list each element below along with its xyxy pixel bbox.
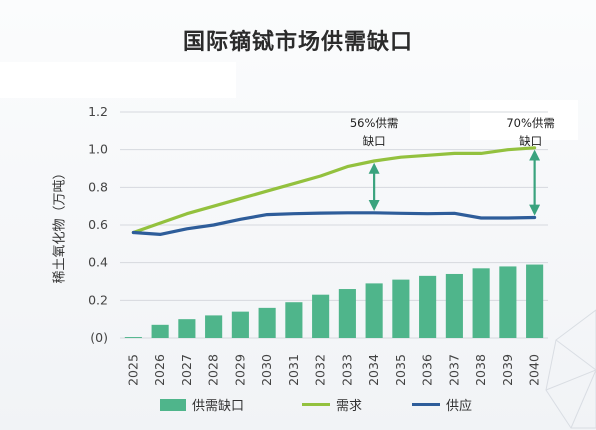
- annotation-line2: 缺口: [363, 134, 386, 148]
- legend-swatch-demand: [302, 403, 330, 406]
- x-tick-label: 2037: [446, 354, 461, 386]
- x-tick-label: 2036: [420, 354, 435, 386]
- line-supply: [131, 211, 537, 236]
- x-tick-label: 2031: [286, 354, 301, 386]
- background-decoration: [545, 309, 596, 429]
- y-tick-label: 0.6: [88, 217, 108, 232]
- x-tick-label: 2030: [259, 354, 274, 386]
- x-tick-label: 2025: [125, 354, 140, 386]
- y-tick-label: 1.0: [88, 142, 108, 157]
- y-tick-label: 0.4: [88, 255, 108, 270]
- legend-swatch-supply: [412, 403, 440, 406]
- annotation-line1: 56%供需: [350, 116, 399, 130]
- bar-gap: [151, 324, 169, 338]
- bar-gap: [445, 273, 463, 338]
- x-tick-label: 2034: [366, 354, 381, 386]
- bar-gap: [178, 319, 196, 338]
- legend-item-gap: 供需缺口: [160, 395, 244, 414]
- legend-label-supply: 供应: [446, 399, 473, 414]
- line-demand: [131, 146, 537, 235]
- y-tick-label: 0.8: [88, 179, 108, 194]
- bar-gap: [526, 264, 544, 338]
- blank-box-left: [0, 62, 236, 98]
- legend-item-supply: 供应: [412, 395, 472, 414]
- x-tick-label: 2040: [527, 354, 542, 386]
- blank-box-right: [470, 100, 578, 140]
- legend-swatch-gap: [160, 398, 186, 411]
- legend-label-demand: 需求: [336, 399, 363, 414]
- y-tick-label: (0): [90, 330, 108, 345]
- bar-gap: [472, 268, 490, 338]
- bar-gap: [499, 266, 517, 338]
- bar-gap: [419, 275, 437, 338]
- bar-gap: [312, 294, 330, 338]
- bar-gap: [285, 302, 303, 338]
- bar-gap: [392, 279, 410, 338]
- legend: 供需缺口 需求 供应: [160, 395, 560, 415]
- bar-gap: [231, 311, 249, 338]
- x-tick-label: 2026: [152, 354, 167, 386]
- annotation-line1: 70%供需: [506, 116, 555, 130]
- x-tick-label: 2027: [179, 354, 194, 386]
- legend-label-gap: 供需缺口: [192, 399, 245, 414]
- chart-title: 国际镝铽市场供需缺口: [182, 29, 413, 55]
- x-tick-label: 2028: [206, 354, 221, 386]
- bar-gap: [258, 307, 276, 338]
- bar-gap: [205, 315, 223, 338]
- y-tick-label: 0.2: [88, 292, 108, 307]
- bar-gap: [338, 289, 356, 338]
- x-tick-label: 2033: [339, 354, 354, 386]
- x-tick-label: 2032: [313, 354, 328, 386]
- bar-gap: [365, 283, 383, 338]
- y-tick-label: 1.2: [88, 104, 108, 119]
- x-tick-label: 2029: [232, 354, 247, 386]
- x-tick-label: 2039: [500, 354, 515, 386]
- annotation-line2: 缺口: [519, 134, 542, 148]
- bar-gap: [124, 337, 142, 338]
- legend-item-demand: 需求: [302, 395, 362, 414]
- x-tick-label: 2038: [473, 354, 488, 386]
- x-tick-label: 2035: [393, 354, 408, 386]
